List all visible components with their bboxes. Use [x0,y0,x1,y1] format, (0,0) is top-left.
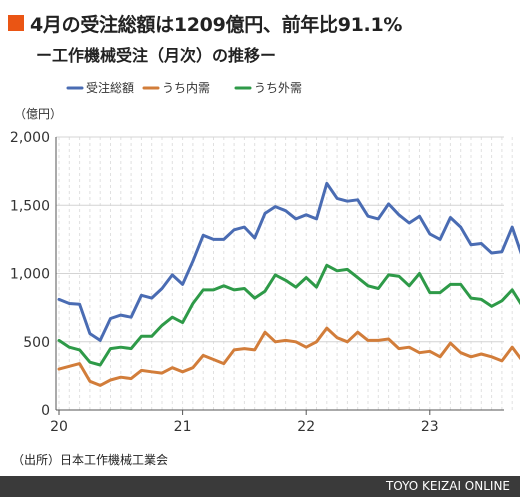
legend-label: 受注総額 [86,80,134,95]
y-tick-label: 0 [41,403,50,419]
y-tick-label: 2,000 [10,130,50,146]
chart-title: 4月の受注総額は1209億円、前年比91.1% [30,13,403,36]
y-axis-unit: （億円） [14,107,62,121]
series [57,181,520,387]
y-tick-label: 500 [23,335,50,351]
x-tick-label: 23 [421,419,439,435]
series-line-1 [57,181,520,342]
series-line-2 [57,326,520,387]
source-note: （出所）日本工作機械工業会 [12,453,169,467]
title-accent-mark [8,15,24,31]
y-tick-label: 1,500 [10,198,50,214]
title-row: 4月の受注総額は1209億円、前年比91.1% [8,10,402,36]
x-tick-label: 22 [297,419,315,435]
legend-label: うち内需 [162,81,210,95]
chart-subtitle: ー工作機械受注（月次）の推移ー [36,46,277,65]
series-line-3 [57,263,520,367]
brand-label: TOYO KEIZAI ONLINE [385,479,510,493]
legend-label: うち外需 [254,81,302,95]
x-tick-label: 20 [50,419,68,435]
y-tick-label: 1,000 [10,267,50,283]
footer-bar: TOYO KEIZAI ONLINE [0,476,520,497]
x-tick-label: 21 [174,419,192,435]
grid [56,136,513,410]
legend: 受注総額 うち内需 うち外需 [66,80,302,95]
